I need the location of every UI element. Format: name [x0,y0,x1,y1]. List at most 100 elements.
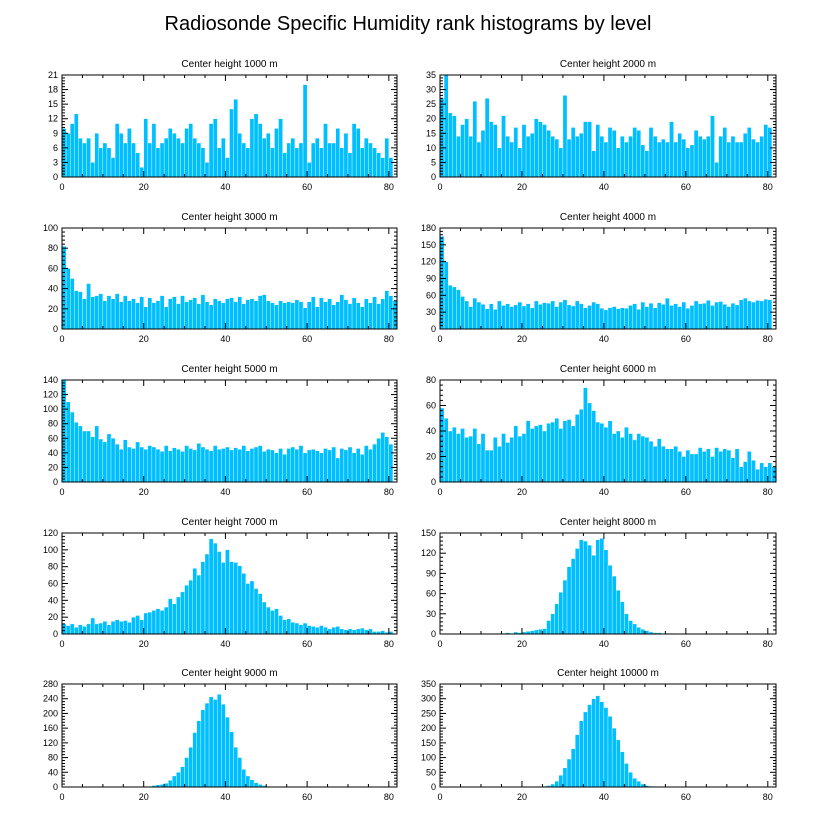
panel-5-bar-46 [249,448,255,483]
panel-3-bar-16 [127,300,132,330]
panel-4-bar-41 [607,307,613,330]
panel-7-bar-36 [208,538,214,635]
panel-1-bar-13 [114,123,120,178]
panel-9-bar-25 [163,783,169,788]
panel-1-bar-28 [176,137,181,178]
panel-4-bar-5 [460,296,465,330]
panel-4-bar-77 [755,300,760,330]
panel-2: Center height 2000 m 0 20 40 60 80 0 5 10 15 20 25 3… [426,59,777,192]
panel-5-bar-55 [286,448,291,483]
panel-7-ytick-label: 60 [48,579,58,589]
panel-5-bar-76 [372,443,377,483]
panel-2-bar-19 [517,147,523,178]
panel-1-bar-40 [225,157,230,178]
panel-3-xtick-label: 40 [220,334,230,344]
panel-6-bar-48 [636,433,641,483]
panel-8-ytick-label: 30 [426,609,436,619]
panel-5-bar-16 [127,446,132,483]
panel-6-bar-36 [587,402,592,483]
panel-6-bar-55 [665,448,670,483]
panel-4-bar-61 [689,305,695,330]
panel-7-ytick-label: 40 [48,595,58,605]
panel-6-ytick-label: 40 [426,426,436,436]
panel-9-ytick-label: 0 [53,782,58,792]
panel-10-bar-42 [611,727,617,788]
panel-3-xtick-label: 20 [139,334,149,344]
panel-2-bar-17 [509,141,514,178]
panel-5-bar-11 [106,433,112,483]
panel-7-bar-73 [360,627,365,635]
panel-7-bar-49 [262,601,267,635]
panel-5-bar-72 [355,448,361,483]
panel-3-bar-15 [123,295,128,330]
panel-8-bar-24 [538,629,543,635]
panel-1-bar-18 [135,152,140,178]
panel-4-bar-43 [616,308,621,330]
panel-7-bar-12 [110,621,116,635]
panel-6-bar-31 [566,419,572,483]
panel-5-bar-29 [180,451,185,483]
panel-9-bar-30 [184,757,189,788]
panel-2-ytick-label: 25 [426,99,436,109]
panel-1-bar-42 [233,99,238,178]
panel-5-bar-19 [139,446,144,483]
panel-8-title: Center height 8000 m [560,517,656,528]
panel-6-bar-14 [497,446,502,483]
panel-5-bar-10 [102,441,108,483]
panel-4-bar-32 [570,305,576,330]
panel-6-bar-46 [628,433,633,483]
panel-4-bar-25 [542,302,547,330]
panel-5-bar-1 [65,401,71,483]
panel-5-bar-45 [245,450,251,483]
panel-4-bar-23 [534,300,539,330]
panel-7-ytick-label: 20 [48,612,58,622]
panel-3-bar-8 [94,295,99,330]
panel-1-bar-20 [143,118,148,178]
panel-6-bar-67 [714,447,719,483]
panel-6-bar-29 [558,428,564,483]
panel-2-bar-28 [554,138,560,178]
panel-9-bar-41 [229,731,234,788]
panel-4-bar-16 [505,303,510,330]
panel-1-bar-75 [368,142,373,178]
panel-9-xtick-label: 60 [302,792,312,802]
panel-4-bar-55 [665,297,670,330]
panel-10-xtick-label: 20 [517,792,527,802]
panel-3-bar-21 [147,297,153,330]
panel-5-bar-47 [253,446,259,483]
panel-1-bar-33 [196,142,202,178]
panel-6-bar-21 [525,420,531,483]
panel-6-bar-44 [620,437,625,483]
panel-2-bar-57 [673,141,678,178]
panel-9-ytick-label: 160 [43,723,58,733]
panel-3-title: Center height 3000 m [181,212,277,223]
panel-6-bar-73 [738,466,744,483]
panel-2-bar-54 [661,138,666,178]
panel-6-bar-43 [616,430,621,483]
panel-2-bar-67 [714,162,719,178]
panel-7-bar-9 [98,622,104,635]
panel-5-bar-7 [90,436,95,483]
panel-5-bar-15 [123,439,128,483]
panel-3-bar-74 [364,298,369,330]
panel-7-bar-75 [368,628,373,635]
panel-7-bar-7 [90,617,95,635]
panel-2-ytick-label: 5 [431,157,436,167]
panel-2-bar-11 [484,98,490,178]
panel-3-bar-40 [225,298,230,330]
panel-3-ytick-label: 80 [48,243,58,253]
panel-1-bar-47 [253,113,259,178]
panel-5-bar-6 [86,430,91,483]
panel-2-ytick-label: 0 [431,172,436,182]
panel-5-bar-58 [298,445,304,483]
panel-4-bar-34 [579,303,584,330]
panel-7-xtick-label: 60 [302,639,312,649]
panel-6-bar-2 [448,430,453,483]
panel-6-bar-25 [542,430,547,483]
panel-6-bar-10 [480,433,486,483]
panel-7-bar-17 [131,616,136,635]
panel-2-bar-27 [550,136,555,178]
panel-2-ytick-label: 20 [426,114,436,124]
panel-3-bar-44 [241,303,247,330]
panel-5-bar-68 [339,448,345,483]
